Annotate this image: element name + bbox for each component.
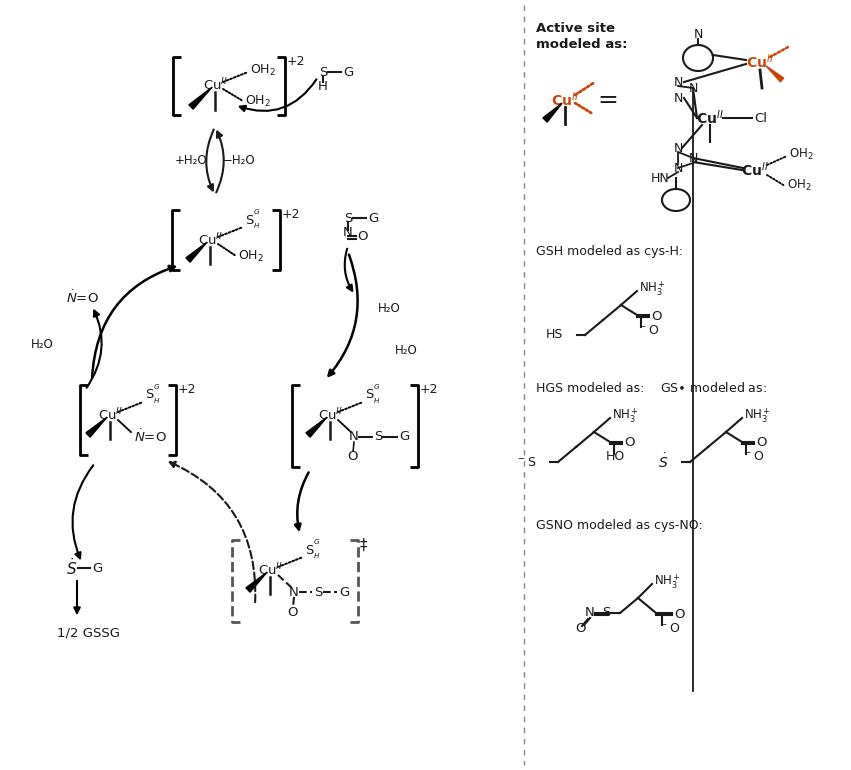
Text: G: G bbox=[339, 585, 349, 598]
Text: Cu$^{II}$: Cu$^{II}$ bbox=[741, 161, 768, 179]
Text: HN: HN bbox=[651, 172, 670, 185]
Polygon shape bbox=[246, 572, 267, 592]
Text: O: O bbox=[287, 605, 297, 618]
Text: $^G$: $^G$ bbox=[153, 384, 160, 394]
Text: N: N bbox=[673, 142, 683, 155]
Text: +2: +2 bbox=[420, 383, 438, 396]
Text: $^-$O: $^-$O bbox=[742, 450, 764, 464]
Text: NH$_3^+$: NH$_3^+$ bbox=[744, 407, 771, 425]
Text: HS: HS bbox=[545, 329, 563, 342]
Text: G: G bbox=[368, 212, 378, 225]
Polygon shape bbox=[543, 103, 563, 122]
Text: $^-$O: $^-$O bbox=[637, 323, 660, 336]
Text: ‡: ‡ bbox=[360, 538, 368, 553]
Text: Cu$^{II}$: Cu$^{II}$ bbox=[98, 407, 123, 424]
Text: S: S bbox=[602, 607, 610, 620]
Text: N: N bbox=[673, 162, 683, 175]
Text: NH$_3^+$: NH$_3^+$ bbox=[612, 407, 639, 425]
Text: 1/2 GSSG: 1/2 GSSG bbox=[57, 627, 120, 640]
Text: Cu$^{II}$: Cu$^{II}$ bbox=[317, 407, 342, 424]
Text: $\dot{S}$: $\dot{S}$ bbox=[658, 453, 668, 471]
Text: N: N bbox=[694, 28, 703, 42]
Text: $\dot{S}$: $\dot{S}$ bbox=[66, 557, 77, 578]
Text: H₂O: H₂O bbox=[378, 302, 401, 314]
Text: N: N bbox=[673, 92, 683, 105]
Text: O: O bbox=[574, 621, 585, 634]
Text: Active site: Active site bbox=[536, 22, 615, 35]
Text: HGS modeled as:: HGS modeled as: bbox=[536, 381, 644, 394]
Text: N: N bbox=[349, 430, 359, 444]
Text: S: S bbox=[314, 585, 323, 598]
Text: S: S bbox=[245, 213, 254, 226]
Text: O: O bbox=[357, 230, 368, 243]
Text: G: G bbox=[343, 65, 353, 79]
Text: +H₂O: +H₂O bbox=[174, 155, 207, 168]
Text: N: N bbox=[673, 75, 683, 89]
Text: +2: +2 bbox=[287, 55, 306, 68]
Text: N: N bbox=[688, 82, 698, 95]
Text: OH$_2$: OH$_2$ bbox=[250, 62, 276, 78]
Text: NH$_3^+$: NH$_3^+$ bbox=[654, 573, 681, 591]
Text: S: S bbox=[145, 389, 153, 401]
Text: Cl: Cl bbox=[754, 112, 767, 125]
Text: HO: HO bbox=[606, 450, 625, 464]
Polygon shape bbox=[189, 87, 212, 109]
Text: O: O bbox=[651, 310, 661, 323]
Text: S: S bbox=[365, 389, 374, 401]
Text: O: O bbox=[756, 437, 767, 450]
Text: OH$_2$: OH$_2$ bbox=[787, 177, 812, 192]
Text: GS$\bullet$ modeled as:: GS$\bullet$ modeled as: bbox=[660, 381, 767, 395]
Text: Cu$^{II}$: Cu$^{II}$ bbox=[203, 77, 227, 93]
Text: N: N bbox=[289, 585, 299, 598]
Text: S: S bbox=[374, 430, 382, 444]
Text: S: S bbox=[344, 212, 352, 225]
Text: $^-$O: $^-$O bbox=[658, 621, 680, 634]
Text: H₂O: H₂O bbox=[31, 339, 54, 351]
Text: $^G$: $^G$ bbox=[253, 209, 260, 219]
Text: Cu$^{II}$: Cu$^{II}$ bbox=[258, 561, 283, 578]
Text: $_H$: $_H$ bbox=[153, 396, 160, 406]
Text: +2: +2 bbox=[282, 208, 300, 221]
Text: $\dot{N}$=O: $\dot{N}$=O bbox=[66, 290, 99, 306]
Text: O: O bbox=[674, 608, 684, 621]
Text: N: N bbox=[585, 607, 595, 620]
Polygon shape bbox=[186, 242, 207, 262]
Text: Cu$^{II}$: Cu$^{II}$ bbox=[197, 232, 222, 248]
Text: O: O bbox=[346, 450, 357, 464]
Text: −H₂O: −H₂O bbox=[223, 155, 255, 168]
Text: +2: +2 bbox=[178, 383, 197, 396]
Text: $_H$: $_H$ bbox=[253, 221, 260, 231]
Text: N: N bbox=[688, 152, 698, 165]
Text: O: O bbox=[624, 437, 635, 450]
Text: H: H bbox=[318, 79, 328, 92]
Text: NH$_3^+$: NH$_3^+$ bbox=[639, 280, 666, 299]
Polygon shape bbox=[766, 66, 784, 82]
Text: S: S bbox=[305, 544, 313, 557]
Text: OH$_2$: OH$_2$ bbox=[789, 146, 814, 162]
Text: GSH modeled as cys-H:: GSH modeled as cys-H: bbox=[536, 246, 683, 259]
Text: GSNO modeled as cys-NO:: GSNO modeled as cys-NO: bbox=[536, 518, 703, 531]
Text: $_H$: $_H$ bbox=[373, 396, 380, 406]
Text: OH$_2$: OH$_2$ bbox=[238, 249, 264, 263]
Text: $_H$: $_H$ bbox=[313, 551, 320, 561]
Text: Cu$^{II}$: Cu$^{II}$ bbox=[551, 91, 579, 109]
Text: Cu$^{II}$: Cu$^{II}$ bbox=[696, 109, 724, 127]
Text: G: G bbox=[399, 430, 409, 444]
Text: =: = bbox=[597, 88, 619, 112]
Text: S: S bbox=[319, 65, 327, 79]
Polygon shape bbox=[306, 417, 327, 437]
Text: H₂O: H₂O bbox=[395, 343, 418, 357]
Text: $^G$: $^G$ bbox=[313, 539, 320, 549]
Text: modeled as:: modeled as: bbox=[536, 38, 627, 51]
Text: Cu$^{II}$: Cu$^{II}$ bbox=[746, 52, 774, 72]
Text: $^-$S: $^-$S bbox=[516, 456, 536, 468]
Text: N: N bbox=[343, 226, 353, 239]
Text: OH$_2$: OH$_2$ bbox=[245, 93, 271, 109]
Text: G: G bbox=[92, 561, 102, 574]
Polygon shape bbox=[86, 417, 107, 437]
Text: $^G$: $^G$ bbox=[373, 384, 380, 394]
Text: $\dot{N}$=O: $\dot{N}$=O bbox=[134, 429, 167, 445]
